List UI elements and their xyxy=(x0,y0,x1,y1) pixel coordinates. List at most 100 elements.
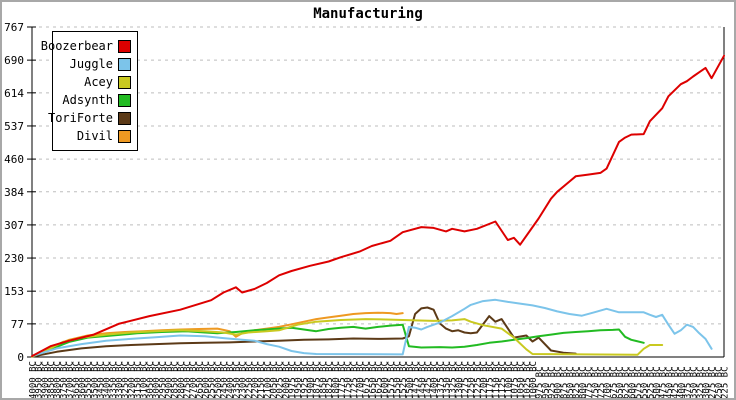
legend-item-acey: Acey xyxy=(57,73,131,91)
legend-color-swatch xyxy=(118,111,131,125)
x-axis-label: 2950 BC xyxy=(158,361,168,399)
x-axis-label: 3400 BC xyxy=(103,361,113,399)
x-axis-label: 3250 BC xyxy=(121,361,131,399)
legend-item-juggle: Juggle xyxy=(57,55,131,73)
legend-label: Juggle xyxy=(69,57,113,71)
legend-color-swatch xyxy=(118,93,131,107)
legend-item-boozerbear: Boozerbear xyxy=(41,37,131,55)
x-axis-label: 2900 BC xyxy=(164,361,174,399)
x-axis-label: 1575 BC xyxy=(387,361,397,399)
x-axis-label: 2200 BC xyxy=(251,361,261,399)
x-axis-label: 700 BC xyxy=(603,366,613,399)
x-axis-label: 2100 BC xyxy=(263,361,273,399)
x-axis-label: 1350 BC xyxy=(442,361,452,399)
x-axis-label: 1375 BC xyxy=(436,361,446,399)
y-axis-tick-label: 460 xyxy=(4,153,24,166)
x-axis-label: 325 BC xyxy=(696,366,706,399)
x-axis-label: 2300 BC xyxy=(239,361,249,399)
x-axis-label: 1775 BC xyxy=(337,361,347,399)
legend-label: Divil xyxy=(76,129,113,143)
x-axis-label: 3800 BC xyxy=(53,361,63,399)
y-axis-tick-label: 0 xyxy=(17,351,24,364)
x-axis-label: 1325 BC xyxy=(449,361,459,399)
x-axis-label: 2600 BC xyxy=(202,361,212,399)
x-axis-label: 3450 BC xyxy=(96,361,106,399)
x-axis-label: 3550 BC xyxy=(84,361,94,399)
y-axis-tick-label: 537 xyxy=(4,120,24,133)
x-axis-label: 2850 BC xyxy=(171,361,181,399)
x-axis-label: 1300 BC xyxy=(455,361,465,399)
x-axis-label: 625 BC xyxy=(622,366,632,399)
x-axis-label: 900 BC xyxy=(554,366,564,399)
x-axis-label: 775 BC xyxy=(585,366,595,399)
x-axis-label: 3350 BC xyxy=(109,361,119,399)
legend: Boozerbear Juggle Acey Adsynth ToriForte Divi… xyxy=(41,31,138,151)
x-axis-label: 850 BC xyxy=(566,366,576,399)
x-axis-label: 1175 BC xyxy=(486,361,496,399)
x-axis-label: 3500 BC xyxy=(90,361,100,399)
x-axis-label: 800 BC xyxy=(578,366,588,399)
x-axis-label: 1825 BC xyxy=(325,361,335,399)
x-axis-label: 3900 BC xyxy=(41,361,51,399)
x-axis-label: 1550 BC xyxy=(393,361,403,399)
x-axis-label: 3700 BC xyxy=(66,361,76,399)
x-axis-label: 225 BC xyxy=(721,366,731,399)
x-axis-label: 1900 BC xyxy=(307,361,317,399)
x-axis-label: 450 BC xyxy=(665,366,675,399)
x-axis-label: 475 BC xyxy=(659,366,669,399)
x-axis-label: 1000 BC xyxy=(529,361,539,399)
legend-color-swatch xyxy=(118,39,131,53)
x-axis-label: 1200 BC xyxy=(480,361,490,399)
legend-item-toriforte: ToriForte xyxy=(48,109,131,127)
x-axis-label: 1850 BC xyxy=(319,361,329,399)
y-axis-tick-label: 614 xyxy=(4,87,24,100)
x-axis-label: 1700 BC xyxy=(356,361,366,399)
x-axis-label: 1875 BC xyxy=(313,361,323,399)
legend-color-swatch xyxy=(118,129,131,143)
legend-label: Acey xyxy=(84,75,113,89)
x-axis-label: 2700 BC xyxy=(189,361,199,399)
legend-item-adsynth: Adsynth xyxy=(57,91,131,109)
x-axis-label: 2450 BC xyxy=(220,361,230,399)
y-axis-tick-label: 230 xyxy=(4,252,24,265)
legend-color-swatch xyxy=(118,57,131,71)
x-axis-label: 3050 BC xyxy=(146,361,156,399)
x-axis-label: 3600 BC xyxy=(78,361,88,399)
x-axis-label: 3750 BC xyxy=(59,361,69,399)
x-axis-label: 1150 BC xyxy=(492,361,502,399)
x-axis-label: 1250 BC xyxy=(467,361,477,399)
x-axis-label: 1275 BC xyxy=(461,361,471,399)
x-axis-label: 1525 BC xyxy=(399,361,409,399)
x-axis-label: 950 BC xyxy=(541,366,551,399)
series-line-toriforte xyxy=(31,306,577,358)
x-axis-label: 1425 BC xyxy=(424,361,434,399)
x-axis-label: 2150 BC xyxy=(257,361,267,399)
x-axis-label: 1025 BC xyxy=(523,361,533,399)
x-axis-label: 550 BC xyxy=(640,366,650,399)
x-axis-label: 3850 BC xyxy=(47,361,57,399)
x-axis-label: 2500 BC xyxy=(214,361,224,399)
x-axis-label: 1950 BC xyxy=(294,361,304,399)
x-axis-label: 1125 BC xyxy=(498,361,508,399)
x-axis-label: 1475 BC xyxy=(412,361,422,399)
x-axis-label: 2025 BC xyxy=(276,361,286,399)
x-axis-label: 2050 BC xyxy=(269,361,279,399)
y-axis-tick-label: 767 xyxy=(4,21,24,34)
legend-item-divil: Divil xyxy=(57,127,131,145)
legend-color-swatch xyxy=(118,75,131,89)
x-axis-label: 675 BC xyxy=(609,366,619,399)
x-axis-label: 650 BC xyxy=(615,366,625,399)
x-axis-label: 500 BC xyxy=(653,366,663,399)
x-axis-label: 825 BC xyxy=(572,366,582,399)
x-axis-label: 2550 BC xyxy=(208,361,218,399)
x-axis-label: 2000 BC xyxy=(282,361,292,399)
x-axis-label: 1725 BC xyxy=(350,361,360,399)
x-axis-label: 3100 BC xyxy=(140,361,150,399)
x-axis-label: 1625 BC xyxy=(375,361,385,399)
x-axis-label: 3300 BC xyxy=(115,361,125,399)
x-axis-label: 3650 BC xyxy=(72,361,82,399)
x-axis-label: 375 BC xyxy=(683,366,693,399)
x-axis-label: 350 BC xyxy=(690,366,700,399)
